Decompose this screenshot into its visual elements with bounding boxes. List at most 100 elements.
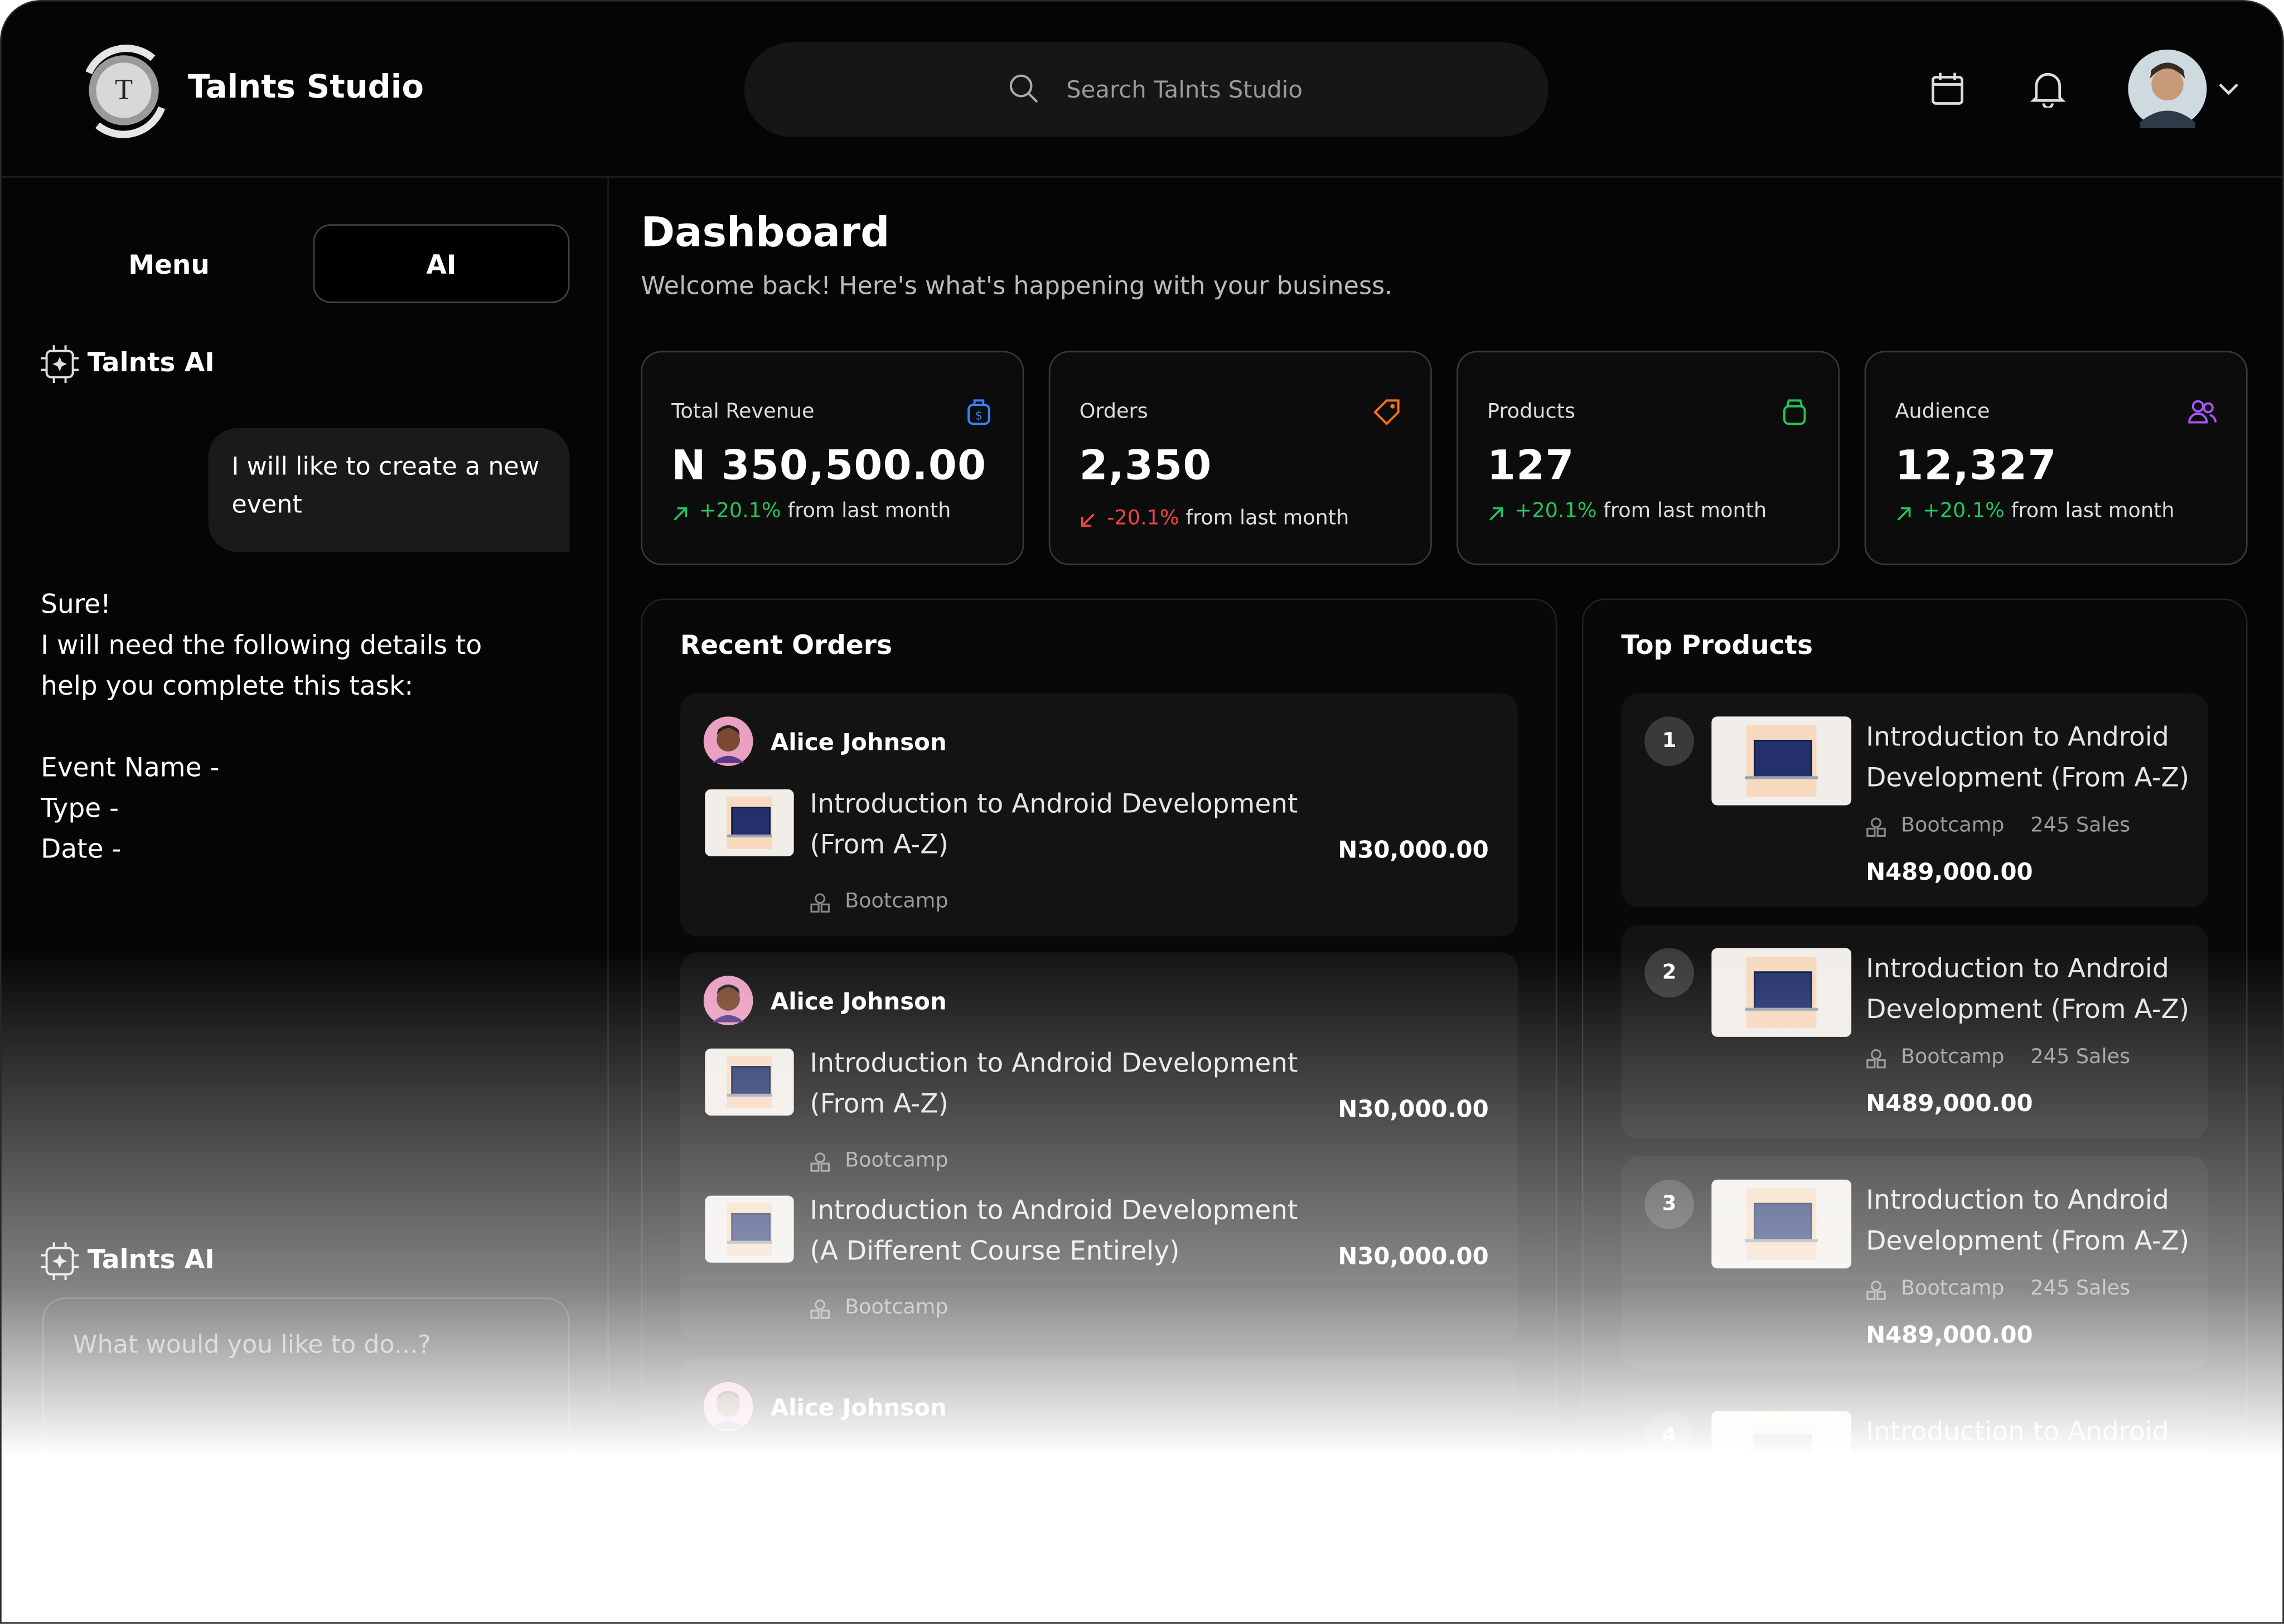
trend-arrow-svg (1897, 507, 1911, 521)
svg-text:T: T (115, 74, 133, 106)
product-card[interactable]: 1 Introduction to Android Development (Fr… (1621, 693, 2209, 908)
change-value: +20.1% (1923, 499, 2005, 523)
course-thumbnail (705, 1195, 794, 1263)
product-title: Introduction to Android Development (Fro… (1866, 953, 2190, 1025)
product-card[interactable]: 4 Introduction to Android (1621, 1388, 2209, 1602)
stat-change: +20.1% from last month (1515, 500, 1767, 523)
customer-avatar-svg (703, 716, 753, 767)
product-sales: 245 Sales (2030, 1045, 2131, 1069)
input-placeholder: What would you like to do...? (72, 1331, 431, 1360)
input-label: Talnts AI (87, 1245, 215, 1276)
rank-badge: 1 (1644, 716, 1694, 767)
thumb-laptop (732, 1066, 771, 1095)
customer-name: Alice Johnson (770, 1393, 947, 1422)
product-revenue: N489,000.00 (1866, 1321, 2033, 1349)
product-card[interactable]: 3 Introduction to Android Development (Fr… (1621, 1156, 2209, 1371)
course-thumbnail (705, 1048, 794, 1116)
category-icon (810, 1151, 830, 1179)
order-item-title: Introduction to Android Development (A D… (810, 1195, 1298, 1267)
change-note: from last month (787, 499, 951, 523)
customer-name: Alice Johnson (770, 987, 947, 1015)
product-card[interactable]: 2 Introduction to Android Development (Fr… (1621, 924, 2209, 1139)
stat-change: +20.1% from last month (1923, 500, 2175, 523)
stat-card[interactable]: Audience 12,327 +20.1% from last month (1864, 351, 2248, 565)
order-item-category: Bootcamp (845, 1149, 949, 1172)
svg-text:$: $ (975, 409, 983, 422)
stat-card[interactable]: Products 127 +20.1% from last month (1456, 351, 1840, 565)
category-icon-svg (810, 893, 830, 913)
brand-name: Talnts Studio (187, 70, 424, 106)
thumb-laptop (732, 1214, 771, 1242)
trend-arrow (671, 501, 689, 529)
category-icon (1866, 1047, 1886, 1075)
course-thumbnail (1711, 1179, 1852, 1269)
product-sales: 245 Sales (2030, 814, 2131, 838)
trend-arrow (1895, 501, 1912, 529)
stat-card[interactable]: Total Revenue $ N 350,500.00 +20.1% from la… (641, 351, 1024, 565)
stat-change: -20.1% from last month (1107, 507, 1349, 530)
assistant-name: Talnts AI (87, 348, 215, 379)
order-card[interactable]: Alice Johnson Introduction to Android Dev… (680, 693, 1518, 937)
trend-arrow-svg (1489, 507, 1503, 521)
reply-line: I will need the following details to hel… (41, 631, 482, 702)
order-item-title: Introduction to Android Development (Fro… (810, 1048, 1298, 1120)
order-item-price: N30,000.00 (1338, 1242, 1489, 1270)
customer-avatar (703, 976, 753, 1031)
required-field: Event Name - (41, 753, 220, 784)
thumb-base (1745, 777, 1818, 780)
thumb-base (726, 835, 773, 838)
trend-arrow (1487, 501, 1504, 529)
search-placeholder: Search Talnts Studio (1066, 75, 1303, 104)
course-thumbnail (1711, 716, 1852, 806)
logo: T (85, 45, 166, 138)
product-title: Introduction to Android Development (Fro… (1866, 722, 2190, 794)
customer-avatar-svg (703, 976, 753, 1025)
user-message: I will like to create a new event (208, 428, 570, 552)
stat-icon-svg (1783, 399, 1806, 425)
thumb-laptop (1753, 972, 1813, 1009)
thumb-laptop (1753, 1435, 1813, 1472)
required-field: Date - (41, 834, 122, 865)
customer-avatar-svg (703, 1381, 753, 1432)
category-icon-svg (1866, 1049, 1886, 1069)
search-icon (1009, 74, 1038, 103)
panel-title: Top Products (1621, 631, 1813, 661)
stat-label: Total Revenue (671, 400, 815, 424)
thumb-laptop (1753, 1203, 1813, 1240)
stat-label: Orders (1079, 400, 1148, 424)
ai-icon (41, 345, 79, 384)
stat-icon (1372, 397, 1401, 433)
order-card[interactable]: Alice Johnson (680, 1359, 1518, 1602)
sidebar (2, 177, 609, 1622)
thumb-laptop (1753, 740, 1813, 777)
order-item-price: N30,000.00 (1338, 836, 1489, 864)
product-category: Bootcamp (1900, 814, 2005, 838)
category-icon (810, 891, 830, 919)
trend-arrow (1080, 507, 1097, 535)
category-icon-svg (810, 1300, 830, 1319)
category-icon-svg (1866, 817, 1886, 837)
ai-tab[interactable]: AI (426, 250, 457, 282)
rank-badge: 3 (1644, 1179, 1694, 1229)
search-bar[interactable]: Search Talnts Studio (744, 42, 1549, 137)
tab-active-box (313, 224, 570, 303)
order-item-title: Introduction to Android Development (Fro… (810, 789, 1298, 861)
order-card[interactable]: Alice Johnson Introduction to Android Dev… (680, 952, 1518, 1343)
change-value: +20.1% (699, 499, 781, 523)
notifications-button[interactable] (2030, 70, 2066, 108)
product-title: Introduction to Android Development (Fro… (1866, 1185, 2190, 1257)
calendar-button[interactable] (1930, 71, 1965, 106)
prompt-input[interactable]: What would you like to do...? (42, 1297, 570, 1505)
profile-menu[interactable] (2128, 49, 2250, 131)
category-icon (1866, 816, 1886, 843)
category-icon (810, 1297, 830, 1325)
stat-label: Products (1487, 400, 1575, 424)
stat-card[interactable]: Orders 2,350 -20.1% from last month (1048, 351, 1432, 565)
stat-value: N 350,500.00 (671, 441, 987, 489)
course-thumbnail (1711, 948, 1852, 1037)
stat-value: 2,350 (1079, 441, 1212, 489)
menu-tab[interactable]: Menu (128, 250, 210, 282)
change-value: -20.1% (1107, 507, 1179, 530)
required-field: Type - (41, 793, 119, 825)
product-sales: 245 Sales (2030, 1277, 2131, 1301)
